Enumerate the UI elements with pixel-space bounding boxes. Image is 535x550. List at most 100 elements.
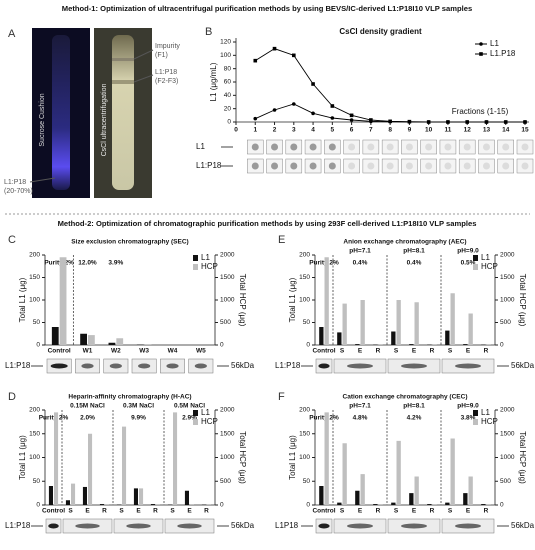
legend-swatch [193,264,198,270]
bar [378,344,383,345]
bar [342,443,347,505]
x-tick-label: S [394,348,399,355]
legend-swatch [473,419,478,425]
blot-dot [309,162,317,170]
blot-marker: 56kDa [511,521,535,530]
x-tick-label: 1 [253,127,257,134]
x-tick-label: S [340,348,345,355]
band [112,80,134,84]
bar [355,490,360,505]
bar [144,344,152,345]
point [292,102,296,106]
bar [88,335,95,345]
blot-dot [386,162,394,170]
point [446,120,450,124]
blot-band [347,363,373,369]
y-tick-label: 100 [220,52,231,59]
y2-axis-label: Total HCP (μg) [518,274,527,327]
legend-marker [479,42,483,46]
chart-title: CsCl density gradient [339,27,422,36]
x-tick-label: S [448,348,453,355]
x-tick-label: 6 [350,127,354,134]
blot-band [166,363,179,369]
blot-band [401,363,427,369]
legend-label: L1 [481,408,490,417]
blot-dot [482,162,490,170]
blot-band [401,523,427,529]
y2-tick-label: 0 [220,342,224,349]
legend-label: HCP [481,417,498,426]
y-tick-label: 0 [306,342,310,349]
legend-label: L1 [481,253,490,262]
group-label: 0.3M NaCl [123,403,154,410]
y2-axis-label: Total HCP (μg) [238,431,247,484]
y-tick-label: 120 [220,39,231,46]
x-tick-label: W5 [196,348,206,355]
y-axis-label: Total L1 (μg) [18,277,27,322]
blot-dot [251,143,259,151]
blot-band [50,363,68,369]
legend-label: HCP [201,262,218,271]
y-tick-label: 50 [303,319,311,326]
blot-dot [348,143,356,151]
axis [314,410,496,506]
method1-title: Method-1: Optimization of ultracentrifug… [62,4,472,13]
blot-band [455,523,481,529]
purity-label: Purity 2% [309,260,339,267]
point [292,53,296,58]
point [426,120,431,124]
y2-tick-label: 2000 [220,407,235,414]
x-tick-label: S [394,508,399,515]
cushion-label: (20-70%) [4,188,33,195]
y2-tick-label: 1000 [500,454,515,461]
bar [414,302,419,345]
y2-tick-label: 1500 [500,430,515,437]
y-tick-label: 100 [29,297,40,304]
arrow [133,49,154,60]
blot-band [81,363,94,369]
bar [468,476,473,505]
purity-label: 0.5% [461,260,476,267]
blot-band [48,523,59,529]
panel-letter: E [278,234,285,246]
point [369,118,373,122]
purity-label: 9.9% [131,415,146,422]
y-tick-label: 150 [299,430,310,437]
blot-marker: 56kDa [511,361,535,370]
bar [373,504,378,505]
bar [486,344,491,345]
x-tick-label: 2 [273,127,277,134]
y-tick-label: 200 [29,407,40,414]
y2-tick-label: 0 [220,502,224,509]
x-tick-label: 4 [311,127,315,134]
blot-dot [290,143,298,151]
y-tick-label: 0 [36,502,40,509]
x-tick-label: 14 [502,127,510,134]
point [349,113,354,118]
x-tick-label: R [376,508,381,515]
y-tick-label: 50 [33,319,41,326]
bar [54,412,59,505]
chart-title: Anion exchange chromatography (AEC) [343,239,466,246]
bar [396,300,401,345]
point [484,120,489,124]
bar [88,433,93,505]
blot-marker: 56kDa [231,361,255,370]
legend-swatch [193,419,198,425]
blot-label: L1:P18 [5,521,31,530]
blot-band [194,363,207,369]
bar [207,504,212,505]
group-label: pH=7.1 [349,403,371,410]
x-tick-label: 3 [292,127,296,134]
y2-axis-label: Total HCP (μg) [518,431,527,484]
blot-dot [521,162,529,170]
x-tick-label: 10 [425,127,433,134]
bar [122,426,127,505]
group-label: 0.15M NaCl [70,403,105,410]
blot-band [318,363,330,369]
group-label: pH=8.1 [403,248,425,255]
axis [314,255,496,346]
y-tick-label: 20 [224,105,232,112]
point [388,119,392,124]
